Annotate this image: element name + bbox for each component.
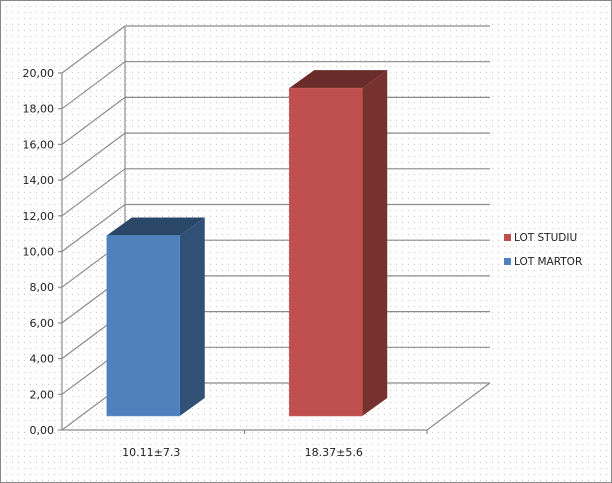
gridline-diagonal: [61, 168, 126, 217]
legend-label: LOT MARTOR: [514, 256, 582, 268]
gridline-diagonal: [61, 96, 126, 145]
gridline-diagonal: [61, 132, 126, 181]
y-tick-label: 8,00: [30, 281, 55, 294]
bar: [289, 87, 363, 417]
legend-swatch: [504, 234, 511, 241]
y-tick-label: 18,00: [23, 103, 55, 116]
bar-top: [289, 70, 388, 89]
x-tick-label: 18.37±5.6: [305, 446, 363, 459]
x-tick-label: 10.11±7.3: [122, 446, 180, 459]
y-tick-label: 14,00: [23, 174, 55, 187]
y-tick-label: 2,00: [30, 388, 55, 401]
y-tick-label: 12,00: [23, 210, 55, 223]
y-tick-label: 4,00: [30, 353, 55, 366]
gridline-diagonal: [61, 25, 126, 74]
legend-swatch: [504, 258, 511, 265]
y-tick-label: 10,00: [23, 246, 55, 259]
bar-side: [362, 70, 388, 417]
gridline-diagonal: [61, 204, 126, 252]
legend-label: LOT STUDIU: [514, 232, 577, 244]
floor-right-edge: [426, 382, 491, 431]
y-tick-label: 16,00: [23, 138, 55, 151]
y-tick-label: 20,00: [23, 67, 55, 80]
bar-top: [106, 217, 205, 236]
gridline-diagonal: [61, 61, 126, 110]
bar: [106, 235, 180, 417]
bar-side: [179, 217, 205, 416]
y-tick-label: 0,00: [30, 424, 55, 437]
y-tick-label: 6,00: [30, 317, 55, 330]
